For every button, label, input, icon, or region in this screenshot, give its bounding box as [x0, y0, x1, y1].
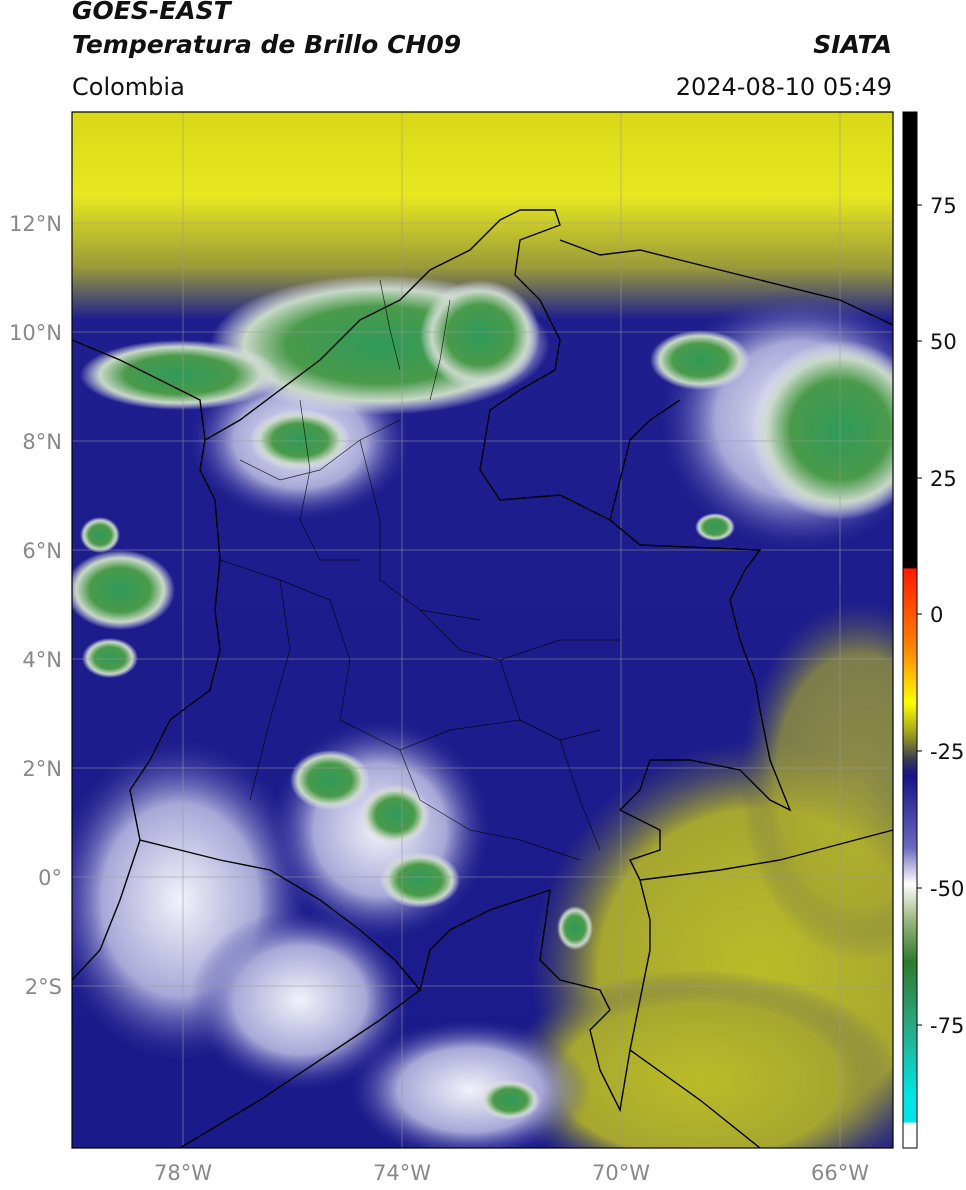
brightness-temperature-image: [72, 112, 893, 1148]
lat-tick-8n: 8°N: [22, 430, 62, 454]
lat-tick-12n: 12°N: [9, 212, 62, 236]
region-label: Colombia: [72, 73, 185, 101]
graticule: [72, 112, 893, 1148]
country-borders: [72, 209, 893, 1148]
lat-tick-0: 0°: [38, 866, 62, 890]
lat-tick-4n: 4°N: [22, 648, 62, 672]
longitude-axis: 78°W 74°W 70°W 66°W: [154, 1161, 869, 1185]
product-title: Temperatura de Brillo CH09: [72, 30, 462, 59]
colorbar-tick-75: 75: [930, 194, 957, 218]
latitude-axis: 12°N 10°N 8°N 6°N 4°N 2°N 0° 2°S: [9, 212, 62, 999]
satellite-title: GOES-EAST: [72, 0, 231, 25]
lat-tick-6n: 6°N: [22, 539, 62, 563]
lon-tick-66w: 66°W: [811, 1161, 869, 1185]
colorbar-ramp: [903, 112, 917, 1148]
lat-tick-2s: 2°S: [25, 975, 62, 999]
colorbar-tick-minus75: -75: [930, 1014, 964, 1038]
department-borders: [219, 279, 620, 861]
brand-label: SIATA: [813, 30, 892, 59]
colorbar-frame: [902, 111, 918, 1149]
map-frame: [71, 111, 894, 1149]
colorbar-tick-minus25: -25: [930, 740, 964, 764]
colorbar-tick-50: 50: [930, 330, 957, 354]
lon-tick-78w: 78°W: [154, 1161, 212, 1185]
lon-tick-70w: 70°W: [592, 1161, 650, 1185]
colorbar-tick-25: 25: [930, 467, 957, 491]
timestamp-label: 2024-08-10 05:49: [675, 73, 892, 101]
colorbar-tick-0: 0: [930, 603, 943, 627]
lat-tick-2n: 2°N: [22, 757, 62, 781]
lat-tick-10n: 10°N: [9, 321, 62, 345]
lon-tick-74w: 74°W: [373, 1161, 431, 1185]
colorbar-tick-minus50: -50: [930, 877, 964, 901]
colorbar: 75 50 25 0 -25 -50 -75: [902, 111, 964, 1149]
